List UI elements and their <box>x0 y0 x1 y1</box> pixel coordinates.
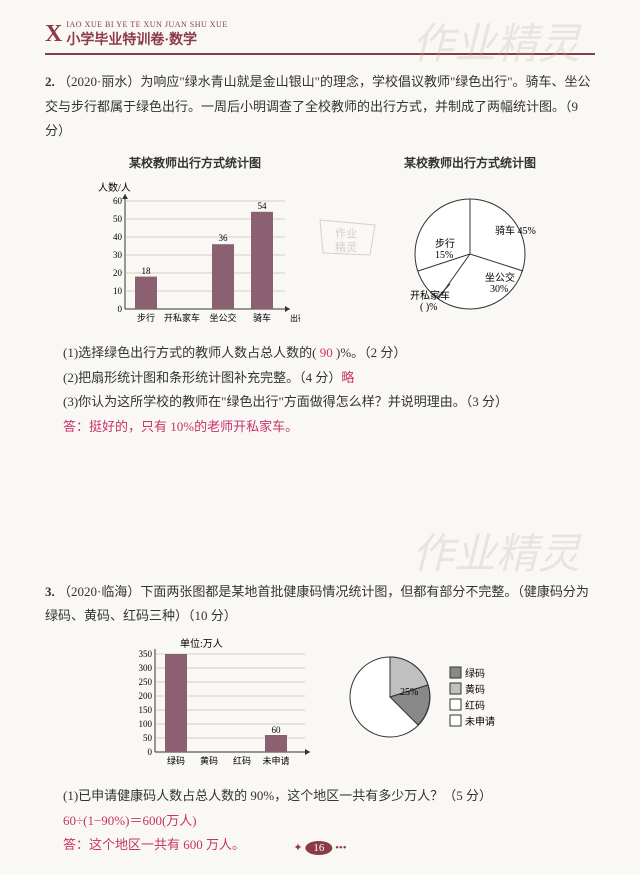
svg-text:步行: 步行 <box>137 312 155 323</box>
q2-sub2: (2)把扇形统计图和条形统计图补充完整。（4 分） <box>63 370 341 385</box>
q2-bar-title: 某校教师出行方式统计图 <box>90 152 300 175</box>
q2-pie-chart: 某校教师出行方式统计图 骑车 45% 坐公交 30% 步行 15% 开私家车 (… <box>390 152 550 329</box>
question-3: 3. （2020·临海）下面两张图都是某地首批健康码情况统计图，但都有部分不完整… <box>45 580 595 858</box>
q3-bar-chart: 单位:万人 50 100 150 200 250 300 350 0 <box>120 637 320 772</box>
svg-text:250: 250 <box>139 677 153 687</box>
svg-text:骑车: 骑车 <box>253 312 271 323</box>
header-x: X <box>45 21 62 48</box>
svg-text:精灵: 精灵 <box>335 241 357 254</box>
q2-sub1-post: )%。（2 分） <box>333 345 407 360</box>
q2-number: 2. <box>45 74 55 89</box>
svg-text:出行方式: 出行方式 <box>290 313 300 323</box>
header-title: 小学毕业特训卷·数学 <box>66 29 227 49</box>
svg-text:单位:万人: 单位:万人 <box>180 637 223 650</box>
q2-bar-chart: 某校教师出行方式统计图 人数/人 0 10 20 30 40 50 60 <box>90 152 300 329</box>
svg-text:200: 200 <box>139 691 153 701</box>
svg-text:坐公交: 坐公交 <box>209 312 236 323</box>
q2-pie-title: 某校教师出行方式统计图 <box>390 152 550 175</box>
svg-text:20: 20 <box>113 268 123 278</box>
page-header: X IAO XUE BI YE TE XUN JUAN SHU XUE 小学毕业… <box>45 20 595 55</box>
svg-text:未申请: 未申请 <box>262 755 289 766</box>
q2-sub3: (3)你认为这所学校的教师在"绿色出行"方面做得怎么样？并说明理由。（3 分） <box>45 390 595 415</box>
svg-text:25%: 25% <box>400 687 418 698</box>
q2-sub2-answer: 略 <box>341 370 354 385</box>
svg-text:36: 36 <box>219 233 229 243</box>
svg-text:30: 30 <box>113 250 123 260</box>
svg-text:步行: 步行 <box>435 237 455 250</box>
q2-sub1-answer: 90 <box>320 345 333 360</box>
svg-text:54: 54 <box>258 201 268 211</box>
svg-text:人数/人: 人数/人 <box>98 181 131 194</box>
svg-text:0: 0 <box>148 747 153 757</box>
svg-text:黄码: 黄码 <box>200 755 218 766</box>
header-pinyin: IAO XUE BI YE TE XUN JUAN SHU XUE <box>66 20 227 29</box>
svg-text:100: 100 <box>139 719 153 729</box>
q2-text: （2020·丽水）为响应"绿水青山就是金山银山"的理念，学校倡议教师"绿色出行"… <box>45 74 591 138</box>
q3-number: 3. <box>45 584 55 599</box>
q3-text: （2020·临海）下面两张图都是某地首批健康码情况统计图，但都有部分不完整。（健… <box>45 584 589 624</box>
svg-text:40: 40 <box>113 232 123 242</box>
svg-text:( )%: ( )% <box>420 302 438 313</box>
svg-text:60: 60 <box>272 725 282 735</box>
svg-text:开私家车: 开私家车 <box>164 312 200 323</box>
svg-text:红码: 红码 <box>233 755 251 766</box>
svg-text:0: 0 <box>118 304 123 314</box>
q3-pie-chart: 25% 绿码 黄码 红码 未申请 <box>340 637 520 772</box>
q2-sub1-pre: (1)选择绿色出行方式的教师人数占总人数的( <box>63 345 320 360</box>
svg-text:绿码: 绿码 <box>167 755 185 766</box>
q3-sub1: (1)已申请健康码人数占总人数的 90%，这个地区一共有多少万人？（5 分） <box>45 784 595 809</box>
pie-chart-svg: 骑车 45% 坐公交 30% 步行 15% 开私家车 ( )% <box>390 179 550 329</box>
svg-text:18: 18 <box>142 266 152 276</box>
svg-text:红码: 红码 <box>465 699 485 712</box>
svg-text:骑车 45%: 骑车 45% <box>495 224 536 237</box>
svg-text:坐公交: 坐公交 <box>485 271 515 284</box>
svg-text:10: 10 <box>113 286 123 296</box>
svg-text:未申请: 未申请 <box>465 715 495 728</box>
q3-sub1-ans1: 60÷(1−90%)＝600(万人) <box>45 809 595 834</box>
stamp-icon: 作业 精灵 <box>315 215 385 265</box>
svg-text:绿码: 绿码 <box>465 667 485 680</box>
svg-text:50: 50 <box>113 214 123 224</box>
svg-text:300: 300 <box>139 663 153 673</box>
svg-text:150: 150 <box>139 705 153 715</box>
svg-text:350: 350 <box>139 649 153 659</box>
svg-text:作业: 作业 <box>335 227 357 240</box>
q2-sub3-answer: 答：挺好的，只有 10%的老师开私家车。 <box>45 415 595 440</box>
page-number: ✦ 16 ••• <box>293 841 346 855</box>
svg-text:黄码: 黄码 <box>465 683 485 696</box>
svg-text:30%: 30% <box>490 284 508 295</box>
svg-text:50: 50 <box>143 733 153 743</box>
bar-chart-svg: 人数/人 0 10 20 30 40 50 60 18 <box>90 179 300 329</box>
svg-text:15%: 15% <box>435 250 453 261</box>
svg-text:60: 60 <box>113 196 123 206</box>
